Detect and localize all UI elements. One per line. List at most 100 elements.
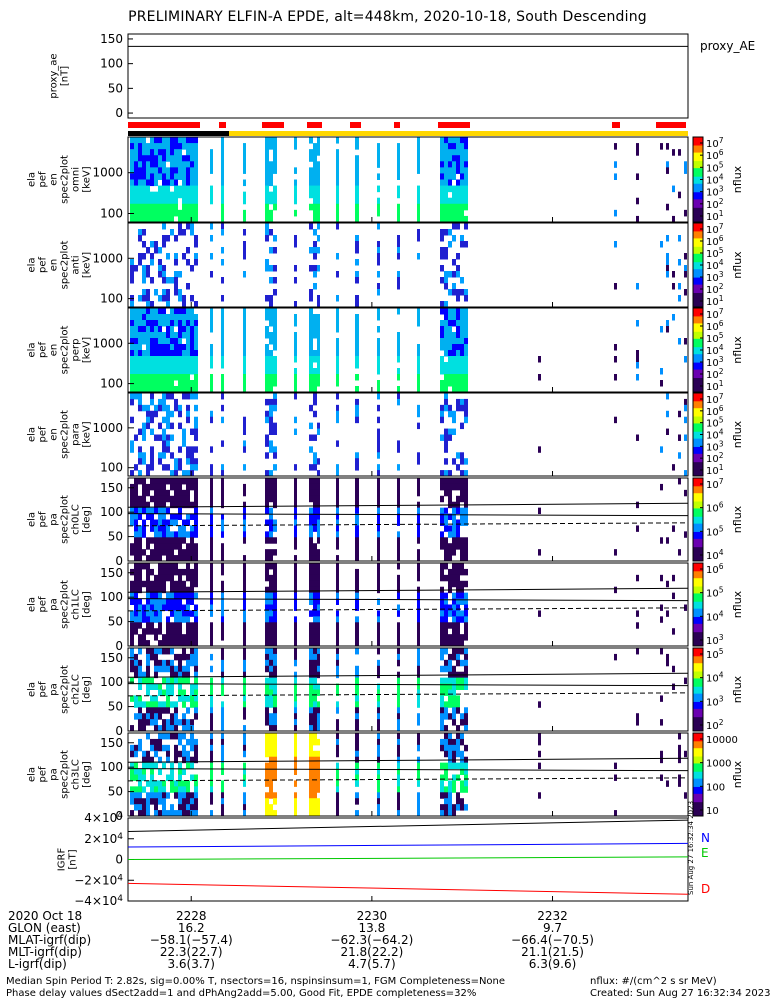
heatmap-cell — [221, 259, 224, 266]
heatmap-cell — [460, 149, 464, 156]
heatmap-cell — [146, 568, 150, 576]
heatmap-cell — [158, 744, 162, 752]
heatmap-cell — [440, 507, 444, 515]
heatmap-cell — [138, 191, 142, 199]
heatmap-cell — [672, 628, 675, 635]
ytick-label: 1000 — [92, 166, 123, 180]
heatmap-cell — [158, 586, 162, 594]
heatmap-cell — [269, 374, 273, 381]
heatmap-cell — [134, 137, 138, 144]
heatmap-cell — [142, 362, 146, 369]
heatmap-cell — [178, 404, 182, 412]
heatmap-cell — [130, 167, 134, 174]
heatmap-cell — [309, 810, 313, 817]
heatmap-cell — [130, 495, 134, 503]
heatmap-cell — [309, 434, 313, 441]
heatmap-cell — [243, 798, 246, 805]
heatmap-cell — [448, 215, 452, 223]
colorbar-cell — [693, 422, 703, 424]
heatmap-cell — [464, 653, 468, 661]
heatmap-cell — [313, 671, 317, 679]
heatmap-cell — [221, 191, 224, 199]
colorbar-cell — [693, 417, 703, 420]
heatmap-cell — [130, 137, 134, 144]
heatmap-cell — [440, 701, 444, 708]
heatmap-cell — [190, 197, 194, 205]
colorbar-cell — [693, 260, 703, 263]
heatmap-cell — [186, 513, 190, 520]
heatmap-cell — [186, 598, 190, 605]
heatmap-cell — [154, 308, 158, 315]
heatmap-cell — [146, 804, 150, 811]
heatmap-cell — [265, 610, 269, 617]
heatmap-cell — [174, 368, 178, 375]
heatmap-cell — [684, 271, 687, 278]
heatmap-cell — [397, 478, 400, 485]
heatmap-cell — [397, 707, 400, 714]
heatmap-cell — [182, 519, 186, 526]
heatmap-cell — [178, 677, 182, 685]
heatmap-cell — [452, 574, 456, 582]
heatmap-cell — [174, 501, 178, 509]
heatmap-cell — [464, 410, 468, 418]
heatmap-cell — [444, 513, 448, 520]
heatmap-cell — [672, 271, 675, 278]
heatmap-cell — [146, 713, 150, 720]
heatmap-cell — [273, 744, 277, 752]
heatmap-cell — [186, 197, 190, 205]
heatmap-cell — [146, 179, 150, 187]
heatmap-cell — [309, 574, 313, 582]
heatmap-cell — [170, 774, 174, 781]
heatmap-cell — [142, 549, 146, 556]
ylabel-line: ch0LC — [71, 504, 82, 535]
heatmap-cell — [355, 774, 359, 781]
heatmap-cell — [265, 489, 269, 497]
heatmap-cell — [174, 622, 178, 629]
heatmap-cell — [273, 733, 277, 740]
heatmap-cell — [194, 574, 198, 582]
heatmap-cell — [336, 707, 339, 714]
heatmap-cell — [178, 604, 182, 611]
colorbar-cell — [693, 482, 703, 485]
heatmap-cell — [444, 149, 448, 156]
proxy-ae-frame — [127, 33, 689, 119]
heatmap-cell — [174, 137, 178, 144]
heatmap-cell — [190, 483, 194, 491]
heatmap-cell — [146, 143, 150, 150]
heatmap-cell — [174, 640, 178, 647]
heatmap-cell — [221, 362, 224, 369]
heatmap-cell — [174, 628, 178, 635]
panel-ylabel: ela pef en spec2plot para [keV] — [27, 410, 93, 459]
heatmap-cell — [134, 580, 138, 588]
heatmap-cell — [666, 320, 669, 327]
heatmap-cell — [456, 580, 460, 588]
heatmap-cell — [146, 368, 150, 375]
heatmap-cell — [464, 768, 468, 775]
heatmap-cell — [154, 332, 158, 339]
heatmap-cell — [464, 725, 468, 732]
heatmap-cell — [294, 604, 297, 611]
heatmap-cell — [190, 695, 194, 702]
heatmap-cell — [190, 774, 194, 781]
heatmap-cell — [221, 223, 224, 230]
heatmap-cell — [186, 320, 190, 327]
heatmap-cell — [186, 665, 190, 673]
heatmap-cell — [174, 277, 178, 284]
heatmap-cell — [138, 744, 142, 752]
heatmap-cell — [190, 350, 194, 357]
heatmap-cell — [636, 525, 639, 532]
heatmap-cell — [336, 634, 339, 641]
heatmap-cell — [243, 622, 246, 629]
heatmap-cell — [294, 574, 297, 582]
heatmap-cell — [174, 634, 178, 641]
heatmap-cell — [174, 314, 178, 321]
heatmap-cell — [377, 513, 380, 520]
heatmap-cell — [684, 265, 687, 272]
colorbar-cell — [693, 193, 703, 196]
heatmap-cell — [614, 416, 617, 424]
heatmap-cell — [313, 265, 317, 272]
heatmap-cell — [150, 616, 154, 623]
heatmap-cell — [317, 798, 320, 805]
heatmap-cell — [448, 179, 452, 187]
heatmap-cell — [317, 350, 320, 357]
